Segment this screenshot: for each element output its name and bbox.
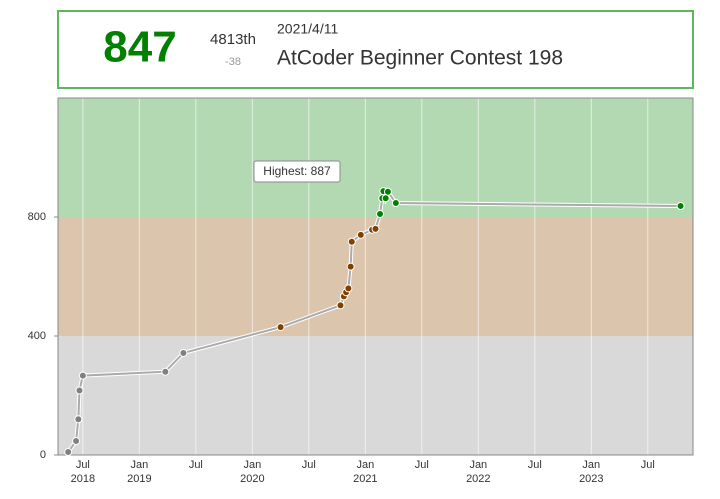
rating-point (371, 224, 380, 233)
rating-point (344, 284, 353, 293)
x-tick-year: 2021 (353, 473, 377, 485)
x-tick-label: Jan (356, 459, 374, 471)
rating-point (356, 230, 365, 239)
rating-point (75, 386, 84, 395)
rating-band (58, 217, 693, 336)
highest-tooltip (253, 160, 341, 183)
x-tick-label: Jan (243, 459, 261, 471)
rating-point (381, 194, 390, 203)
x-tick-label: Jul (76, 459, 90, 471)
x-tick-label: Jan (469, 459, 487, 471)
contest: AtCoder Beginner Contest 198 (277, 47, 563, 70)
x-tick-year: 2020 (240, 473, 264, 485)
rating-point (161, 367, 170, 376)
y-tick-label: 400 (28, 330, 46, 342)
x-tick-label: Jan (582, 459, 600, 471)
rating-point (64, 448, 73, 457)
x-tick-year: 2022 (466, 473, 490, 485)
x-tick-label: Jul (415, 459, 429, 471)
place: 4813th (210, 31, 256, 48)
y-tick-label: 800 (28, 211, 46, 223)
rating-point (336, 301, 345, 310)
rating-point (72, 437, 81, 446)
rating-point (391, 199, 400, 208)
rating-point (347, 237, 356, 246)
header-box (57, 10, 694, 89)
rating-band (58, 336, 693, 455)
rating-point (346, 262, 355, 271)
rating-point (376, 210, 385, 219)
date: 2021/4/11 (277, 21, 338, 37)
x-tick-label: Jul (528, 459, 542, 471)
rating-point (179, 348, 188, 357)
rating-point (383, 187, 392, 196)
highest-label: Highest: 887 (263, 164, 331, 178)
x-tick-label: Jan (130, 459, 148, 471)
x-tick-year: 2023 (579, 473, 603, 485)
x-tick-year: 2018 (71, 473, 95, 485)
rating-point (276, 323, 285, 332)
x-tick-year: 2019 (127, 473, 151, 485)
rating: 847 (103, 23, 176, 72)
plot-border (57, 97, 694, 456)
diff: -38 (225, 56, 241, 68)
rating-point (676, 201, 685, 210)
rating-point (74, 415, 83, 424)
rating-point (78, 371, 87, 380)
x-tick-label: Jul (302, 459, 316, 471)
x-tick-label: Jul (641, 459, 655, 471)
rating-band (58, 98, 693, 217)
x-tick-label: Jul (189, 459, 203, 471)
y-tick-label: 0 (40, 449, 46, 461)
